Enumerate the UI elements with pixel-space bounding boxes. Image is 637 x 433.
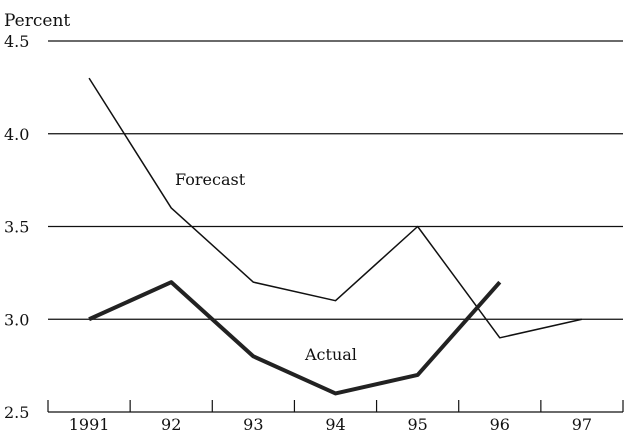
series-label-forecast: Forecast xyxy=(175,170,246,189)
series-line-actual xyxy=(88,280,502,396)
x-tick-label-5: 96 xyxy=(490,415,510,433)
series-labels: Forecast Actual xyxy=(175,170,357,364)
x-tick-label-3: 94 xyxy=(325,415,345,433)
y-tick-label-0: 2.5 xyxy=(4,403,29,422)
x-tick-label-2: 93 xyxy=(243,415,263,433)
series-label-actual: Actual xyxy=(304,345,357,364)
x-axis: 1991 92 93 94 95 96 97 xyxy=(47,400,624,433)
x-tick-label-1: 92 xyxy=(161,415,181,433)
x-tick-label-4: 95 xyxy=(407,415,427,433)
x-tick-label-6: 97 xyxy=(572,415,592,433)
series-line-forecast xyxy=(88,77,583,339)
y-axis-title: Percent xyxy=(4,11,70,31)
y-tick-label-3: 4.0 xyxy=(4,125,29,144)
gridlines xyxy=(48,40,623,320)
x-tick-label-0: 1991 xyxy=(69,415,110,433)
y-tick-label-1: 3.0 xyxy=(4,310,29,329)
series-lines xyxy=(88,77,583,396)
y-tick-label-2: 3.5 xyxy=(4,218,29,237)
y-tick-label-4: 4.5 xyxy=(4,32,29,51)
y-tick-labels: 2.5 3.0 3.5 4.0 4.5 xyxy=(4,32,29,422)
